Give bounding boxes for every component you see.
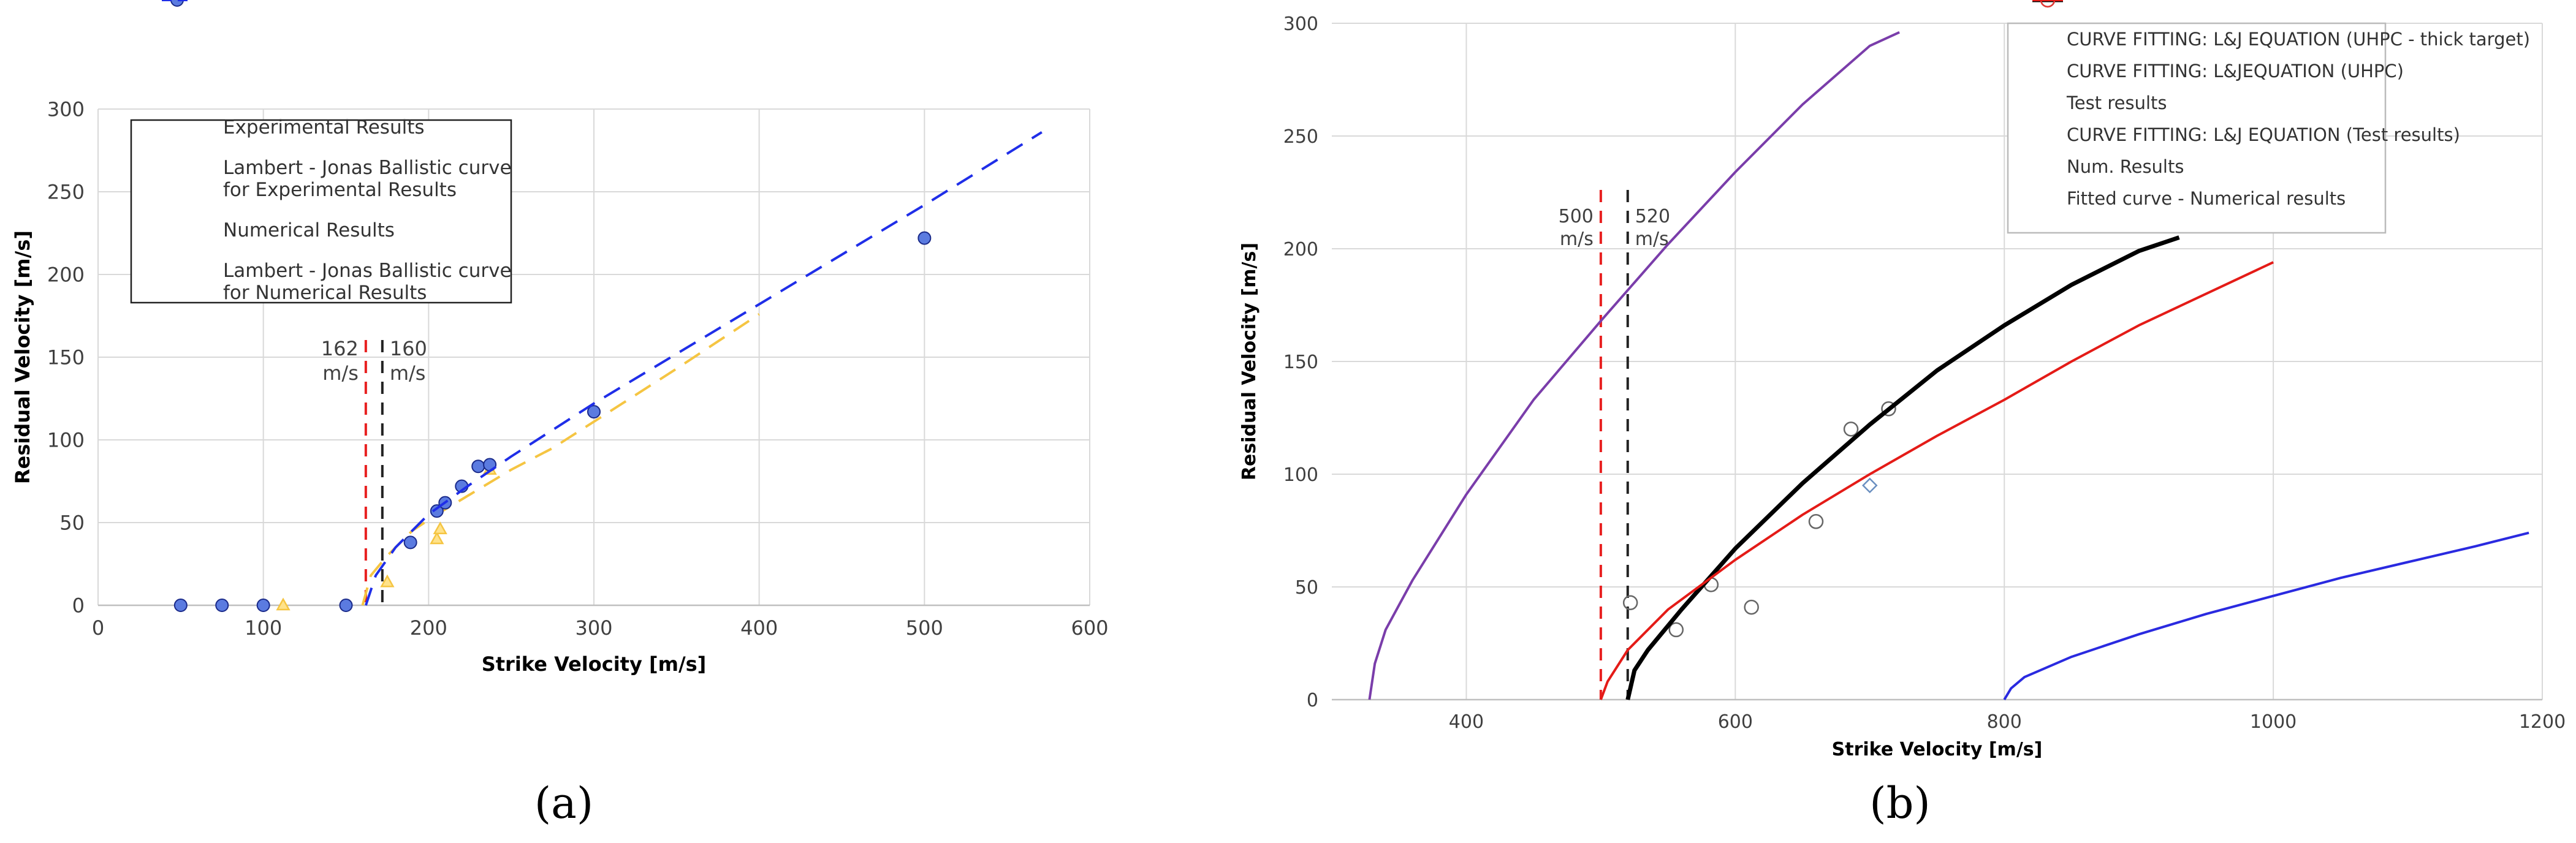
x-tick-label: 1200 — [2519, 711, 2566, 733]
annotation-label: m/s — [1635, 229, 1669, 250]
legend-entry-label: Num. Results — [2067, 156, 2184, 177]
legend-box — [2007, 22, 2387, 234]
y-tick-label: 250 — [1283, 126, 1318, 148]
y-tick-label: 300 — [47, 98, 85, 121]
legend-entry-label: for Numerical Results — [223, 282, 427, 304]
legend: CURVE FITTING: L&J EQUATION (UHPC - thic… — [2007, 0, 2530, 234]
legend-entry-label: Experimental Results — [223, 116, 425, 138]
x-tick-label: 300 — [575, 616, 612, 640]
x-tick-label: 500 — [906, 616, 943, 640]
data-point — [215, 599, 229, 612]
data-point — [1862, 477, 1878, 494]
x-tick-label: 1000 — [2250, 711, 2297, 733]
data-point — [430, 504, 444, 518]
legend-entry-label: CURVE FITTING: L&J EQUATION (Test result… — [2067, 124, 2460, 145]
x-axis-title: Strike Velocity [m/s] — [1832, 739, 2043, 760]
data-point — [1843, 422, 1859, 437]
data-point — [471, 459, 485, 474]
y-tick-label: 200 — [1283, 239, 1318, 260]
legend-marker-swatch — [170, 0, 184, 7]
x-tick-label: 600 — [1071, 616, 1108, 640]
data-point — [430, 531, 444, 545]
x-tick-label: 600 — [1718, 711, 1753, 733]
y-tick-label: 0 — [1307, 690, 1318, 711]
legend-entry-label: Lambert - Jonas Ballistic curve — [223, 157, 512, 179]
data-point — [587, 405, 601, 419]
annotation-label: m/s — [390, 361, 426, 385]
y-axis-title: Residual Velocity [m/s] — [11, 230, 34, 484]
y-tick-label: 50 — [1295, 577, 1318, 599]
data-point — [1668, 622, 1684, 638]
data-point — [1622, 595, 1638, 611]
data-point — [339, 599, 353, 612]
legend-entry-label: Lambert - Jonas Ballistic curve — [223, 260, 512, 282]
y-tick-label: 100 — [1283, 464, 1318, 486]
y-axis-title: Residual Velocity [m/s] — [1239, 243, 1260, 480]
legend-marker-swatch — [2040, 0, 2056, 8]
series-line — [2003, 531, 2529, 701]
chart-b: 0 50 100 150 200 250 300 400 600 800 1000 1200 Strik… — [1239, 0, 2566, 828]
annotation-label: m/s — [322, 361, 359, 385]
x-tick-label: 100 — [245, 616, 282, 640]
data-point — [1744, 599, 1759, 615]
data-point — [173, 599, 188, 612]
legend-entry-label: for Experimental Results — [223, 179, 457, 201]
legend-entry-label: Fitted curve - Numerical results — [2067, 188, 2346, 209]
annotation-label: 520 — [1635, 206, 1670, 227]
annotation-label: 162 — [321, 337, 359, 360]
data-point — [918, 231, 932, 245]
data-point — [1881, 401, 1896, 417]
x-tick-label: 400 — [740, 616, 778, 640]
y-tick-label: 150 — [1283, 352, 1318, 373]
series-line — [361, 313, 760, 606]
legend-entry-label: Test results — [2066, 93, 2167, 113]
y-tick-label: 150 — [47, 346, 85, 369]
series-line — [365, 131, 1043, 606]
x-tick-label: 0 — [92, 616, 104, 640]
legend-entry-label: Numerical Results — [223, 219, 395, 241]
x-tick-label: 400 — [1449, 711, 1484, 733]
y-tick-label: 50 — [59, 512, 85, 535]
data-point — [403, 535, 417, 550]
legend-entry-label: CURVE FITTING: L&J EQUATION (UHPC - thic… — [2067, 29, 2530, 50]
legend-box — [130, 119, 512, 304]
annotation-label: 160 — [390, 337, 427, 360]
y-tick-label: 0 — [72, 594, 85, 618]
data-point — [1808, 514, 1824, 529]
data-point — [433, 521, 447, 535]
legend-entry-label: CURVE FITTING: L&JEQUATION (UHPC) — [2067, 61, 2404, 81]
annotation-label: 500 — [1559, 206, 1594, 227]
x-axis-title: Strike Velocity [m/s] — [482, 652, 707, 676]
data-point — [256, 599, 270, 612]
legend: Experimental Results Lambert - Jonas Ball… — [130, 0, 512, 304]
x-tick-label: 200 — [410, 616, 447, 640]
series-line — [1600, 261, 2274, 700]
data-point — [380, 574, 395, 588]
x-tick-label: 800 — [1987, 711, 2022, 733]
data-point — [276, 597, 291, 611]
panel-label: (b) — [1869, 778, 1930, 828]
chart-a: 0 50 100 150 200 250 300 0 100 200 300 400 500 600 Str… — [11, 0, 1109, 828]
y-tick-label: 300 — [1283, 13, 1318, 35]
series-line — [1368, 31, 1900, 700]
y-tick-label: 200 — [47, 263, 85, 287]
y-tick-label: 100 — [47, 429, 85, 452]
y-tick-label: 250 — [47, 181, 85, 204]
series-line — [1625, 235, 2180, 700]
annotation-label: m/s — [1560, 229, 1594, 250]
panel-label: (a) — [534, 778, 593, 828]
